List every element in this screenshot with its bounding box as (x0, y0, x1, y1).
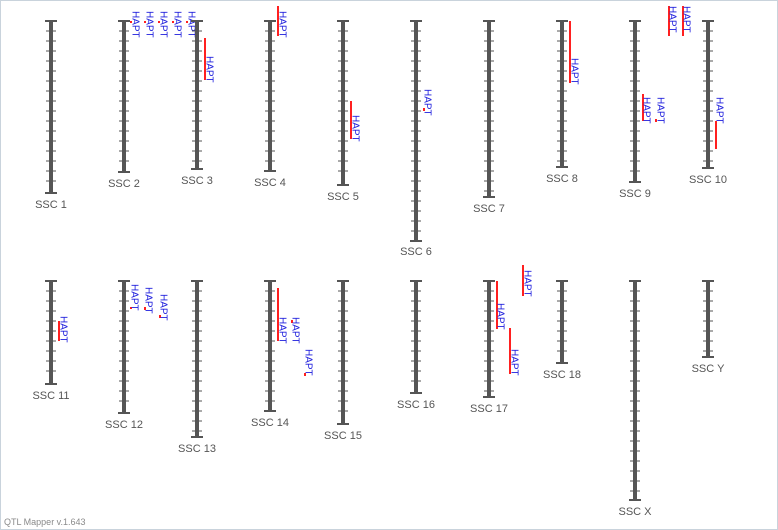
qtl-label[interactable]: HAPT (569, 58, 580, 85)
qtl-label[interactable]: HAPT (172, 11, 183, 38)
chromosome-label: SSC 11 (32, 390, 69, 402)
qtl-label[interactable]: HAPT (204, 56, 215, 83)
qtl-label[interactable]: HAPT (143, 287, 154, 314)
qtl-label[interactable]: HAPT (130, 11, 141, 38)
chromosome-label: SSC 4 (254, 177, 286, 189)
qtl-label[interactable]: HAPT (667, 6, 678, 33)
qtl-label[interactable]: HAPT (495, 303, 506, 330)
qtl-label[interactable]: HAPT (641, 97, 652, 124)
qtl-label[interactable]: HAPT (158, 294, 169, 321)
chromosome-label: SSC 13 (178, 443, 216, 455)
chromosome-label: SSC 14 (251, 417, 289, 429)
qtl-label[interactable]: HAPT (350, 115, 361, 142)
qtl-label[interactable]: HAPT (158, 11, 169, 38)
qtl-label[interactable]: HAPT (144, 11, 155, 38)
qtl-label[interactable]: HAPT (58, 316, 69, 343)
qtl-label[interactable]: HAPT (129, 284, 140, 311)
chromosome-label: SSC 5 (327, 191, 359, 203)
chromosome-label: SSC X (618, 506, 652, 518)
qtl-label[interactable]: HAPT (422, 89, 433, 116)
qtl-label[interactable]: HAPT (509, 349, 520, 376)
qtl-label[interactable]: HAPT (277, 11, 288, 38)
chromosome-label: SSC 8 (546, 173, 578, 185)
qtl-label[interactable]: HAPT (522, 270, 533, 297)
qtl-label[interactable]: HAPT (681, 6, 692, 33)
qtl-label[interactable]: HAPT (655, 97, 666, 124)
qtl-label[interactable]: HAPT (303, 349, 314, 376)
chromosome-label: SSC 16 (397, 399, 435, 411)
version-label: QTL Mapper v.1.643 (4, 517, 86, 527)
chromosome-label: SSC 6 (400, 246, 432, 258)
chromosome-label: SSC 15 (324, 430, 362, 442)
chromosome-label: SSC 7 (473, 203, 505, 215)
chromosome-label: SSC 2 (108, 178, 140, 190)
qtl-label[interactable]: HAPT (290, 317, 301, 344)
qtl-label[interactable]: HAPT (186, 11, 197, 38)
chromosome-label: SSC 10 (689, 174, 727, 186)
chromosome-label: SSC 18 (543, 369, 581, 381)
chromosome-label: SSC 9 (619, 188, 651, 200)
qtl-label[interactable]: HAPT (277, 317, 288, 344)
qtl-label[interactable]: HAPT (714, 97, 725, 124)
chromosome-label: SSC 17 (470, 403, 508, 415)
chromosome-label: SSC 3 (181, 175, 213, 187)
chromosome-label: SSC 12 (105, 419, 143, 431)
chromosome-label: SSC 1 (35, 199, 67, 211)
chromosome-label: SSC Y (692, 363, 725, 375)
